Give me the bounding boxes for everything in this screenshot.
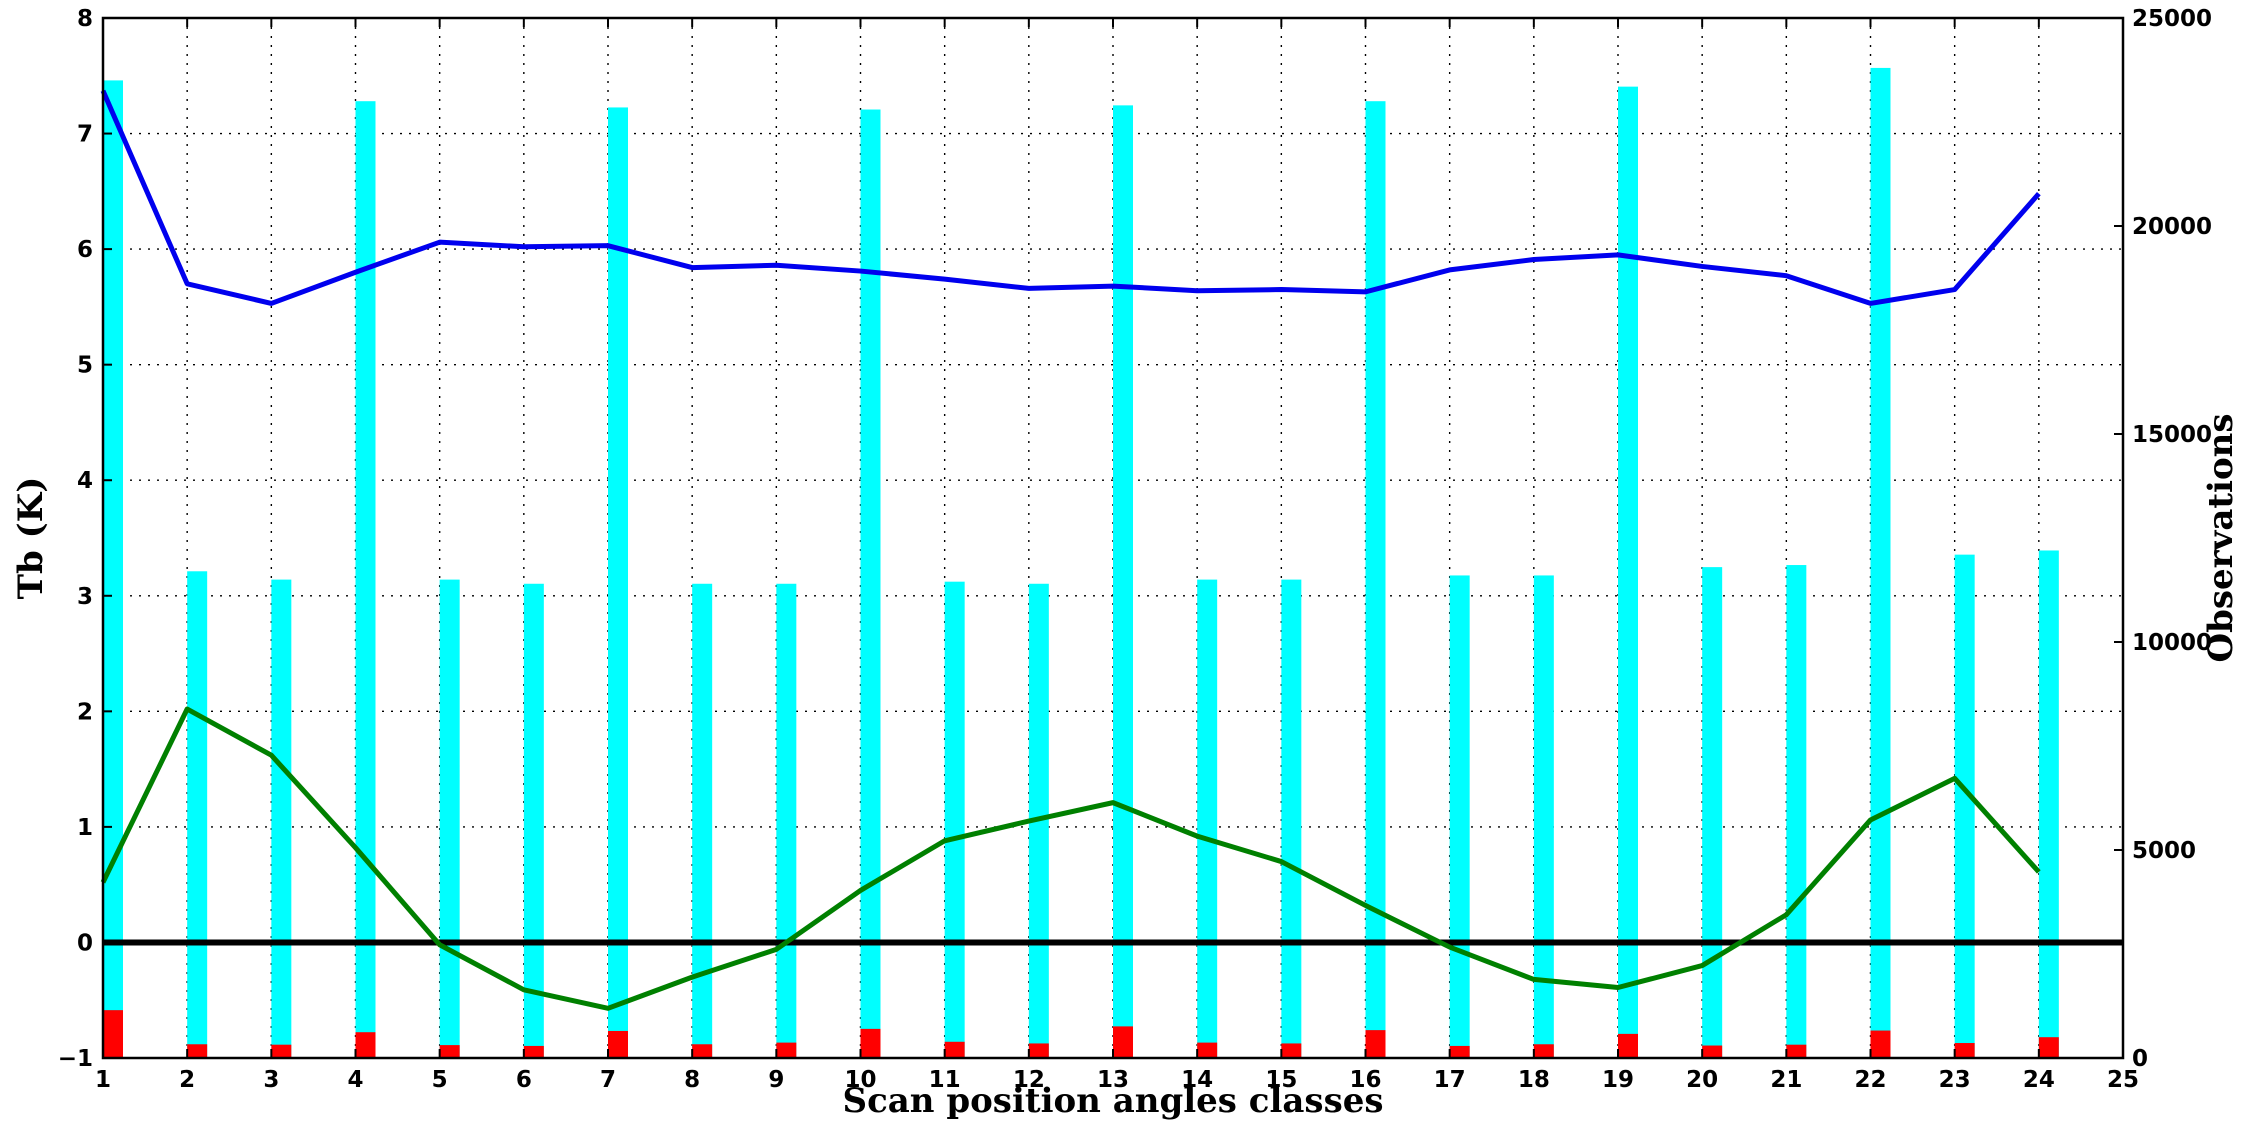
x-tick-label: 18 xyxy=(1518,1067,1550,1093)
observation-bar xyxy=(103,1010,123,1058)
observation-bar xyxy=(1702,1045,1723,1058)
y-left-tick-label: 1 xyxy=(77,815,93,841)
observation-bar xyxy=(1197,1042,1218,1058)
y-axis-title-left: Tb (K) xyxy=(11,477,51,600)
x-axis-title: Scan position angles classes xyxy=(843,1081,1384,1121)
y-left-tick-label: 2 xyxy=(77,699,93,725)
x-tick-label: 8 xyxy=(684,1067,700,1093)
observation-bar xyxy=(1365,1030,1386,1058)
observation-bar xyxy=(692,1044,713,1058)
y-right-tick-label: 10000 xyxy=(2132,630,2212,656)
y-axis-title-right: Observations xyxy=(2201,413,2241,662)
observation-bar xyxy=(1197,579,1218,1058)
observation-bar xyxy=(523,583,544,1058)
observation-bar xyxy=(1533,575,1554,1058)
tb-series-line xyxy=(100,706,2041,1011)
y-left-tick-label: 3 xyxy=(77,584,93,610)
y-right-tick-label: 0 xyxy=(2132,1046,2148,1072)
x-tick-label: 16 xyxy=(1349,1067,1381,1093)
observation-bar xyxy=(1281,579,1302,1058)
x-tick-label: 3 xyxy=(263,1067,279,1093)
observation-bar xyxy=(860,109,881,1058)
observation-bar xyxy=(944,1041,965,1058)
axis-ticks: 1 2 3 4 5 6 7 8 9 10 11 12 13 14 15 16 17 18 19 20 21 22 23 24 2… xyxy=(58,6,2212,1093)
observation-bar xyxy=(1449,1045,1470,1058)
observation-bar xyxy=(608,1030,628,1058)
series-lines xyxy=(100,89,2123,1011)
observation-bar xyxy=(187,571,208,1058)
bars xyxy=(103,67,2059,1059)
observation-bar xyxy=(692,583,713,1058)
y-left-tick-label: 4 xyxy=(77,468,93,494)
x-tick-label: 17 xyxy=(1434,1067,1466,1093)
observation-bar xyxy=(776,1042,797,1058)
observation-bar xyxy=(439,579,460,1058)
observation-bar xyxy=(355,1032,376,1058)
observation-bar xyxy=(776,583,797,1058)
y-left-tick-label: 6 xyxy=(77,237,93,263)
observation-bar xyxy=(355,101,376,1058)
x-tick-label: 15 xyxy=(1265,1067,1297,1093)
observation-bar xyxy=(1786,1044,1807,1058)
observation-bar xyxy=(271,579,292,1058)
observation-bar xyxy=(2038,1037,2059,1058)
y-right-tick-label: 15000 xyxy=(2132,422,2212,448)
observation-bar xyxy=(1786,565,1807,1058)
y-right-tick-label: 20000 xyxy=(2132,214,2212,240)
x-tick-label: 25 xyxy=(2107,1067,2139,1093)
observation-bar xyxy=(439,1045,460,1058)
observation-bar xyxy=(103,80,123,1058)
x-tick-label: 19 xyxy=(1602,1067,1634,1093)
observation-bar xyxy=(860,1028,881,1058)
x-tick-label: 5 xyxy=(432,1067,448,1093)
x-tick-label: 13 xyxy=(1097,1067,1129,1093)
x-tick-label: 24 xyxy=(2023,1067,2055,1093)
x-tick-label: 4 xyxy=(347,1067,363,1093)
y-left-tick-label: 7 xyxy=(77,122,93,148)
y-left-tick-label: 5 xyxy=(77,353,93,379)
x-tick-label: 21 xyxy=(1770,1067,1802,1093)
observation-bar xyxy=(1028,1043,1049,1058)
x-tick-label: 9 xyxy=(768,1067,784,1093)
x-tick-label: 20 xyxy=(1686,1067,1718,1093)
observation-bar xyxy=(1113,105,1133,1059)
tb-series-line xyxy=(100,89,2041,306)
x-tick-label: 12 xyxy=(1013,1067,1045,1093)
y-left-tick-label: 8 xyxy=(77,6,93,32)
observation-bar xyxy=(1870,1030,1891,1058)
observation-bar xyxy=(1281,1043,1302,1058)
observation-bar xyxy=(1618,86,1638,1058)
observation-bar xyxy=(1954,1043,1975,1058)
observation-bar xyxy=(944,581,965,1058)
observation-bar xyxy=(1113,1026,1133,1058)
observation-bar xyxy=(1702,567,1723,1058)
x-tick-label: 23 xyxy=(1939,1067,1971,1093)
y-right-tick-label: 5000 xyxy=(2132,838,2196,864)
observation-bar xyxy=(2038,550,2059,1058)
observation-bar xyxy=(608,107,628,1058)
x-tick-label: 7 xyxy=(600,1067,616,1093)
y-left-tick-label: 0 xyxy=(77,930,93,956)
observation-bar xyxy=(271,1044,292,1058)
observation-bar xyxy=(1954,554,1975,1058)
x-tick-label: 11 xyxy=(929,1067,961,1093)
y-right-tick-label: 25000 xyxy=(2132,6,2212,32)
x-tick-label: 6 xyxy=(516,1067,532,1093)
observation-bar xyxy=(1618,1033,1638,1058)
observation-bar xyxy=(1365,101,1386,1058)
observation-bar xyxy=(1449,575,1470,1058)
x-tick-label: 10 xyxy=(844,1067,876,1093)
x-tick-label: 22 xyxy=(1854,1067,1886,1093)
x-tick-label: 14 xyxy=(1181,1067,1213,1093)
x-tick-label: 1 xyxy=(95,1067,111,1093)
observation-bar xyxy=(187,1044,208,1058)
observation-bar xyxy=(1870,67,1891,1059)
observation-bar xyxy=(1533,1044,1554,1058)
y-left-tick-label: −1 xyxy=(58,1046,93,1072)
observation-bar xyxy=(523,1045,544,1058)
x-tick-label: 2 xyxy=(179,1067,195,1093)
